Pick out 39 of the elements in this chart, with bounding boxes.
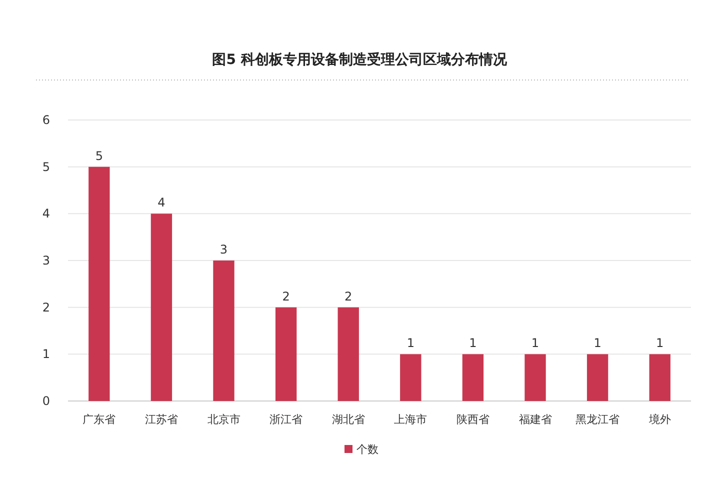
bar <box>88 166 110 401</box>
x-tick-label: 广东省 <box>82 413 116 426</box>
bar <box>338 307 359 401</box>
data-label: 1 <box>594 336 602 350</box>
y-tick-label: 6 <box>42 113 50 127</box>
y-tick-label: 0 <box>42 394 50 408</box>
data-label: 1 <box>656 336 664 350</box>
bar <box>213 260 234 401</box>
x-tick-label: 福建省 <box>518 413 552 426</box>
x-tick-label: 黑龙江省 <box>576 413 620 426</box>
y-tick-label: 1 <box>42 347 50 362</box>
data-label: 4 <box>158 196 166 210</box>
x-tick-label: 上海市 <box>394 413 428 426</box>
x-tick-label: 境外 <box>648 413 671 426</box>
y-tick-label: 2 <box>42 300 50 314</box>
data-label: 2 <box>282 289 290 304</box>
bar <box>586 354 608 401</box>
bar <box>462 354 484 401</box>
x-tick-label: 湖北省 <box>332 413 365 426</box>
x-tick-label: 陕西省 <box>456 413 490 426</box>
bar <box>150 214 172 401</box>
y-tick-label: 4 <box>42 206 50 221</box>
x-tick-label: 浙江省 <box>270 413 303 426</box>
data-label: 1 <box>469 336 477 350</box>
legend-label: 个数 <box>356 443 378 456</box>
bar <box>649 354 670 401</box>
bar <box>400 354 422 401</box>
data-label: 5 <box>95 148 103 163</box>
data-label: 2 <box>344 289 352 304</box>
data-label: 3 <box>220 242 228 256</box>
bar <box>275 307 297 401</box>
x-tick-label: 北京市 <box>207 413 240 426</box>
bar <box>524 354 546 401</box>
data-label: 1 <box>406 336 414 350</box>
chart-title: 图5 科创板专用设备制造受理公司区域分布情况 <box>212 51 508 68</box>
x-tick-label: 江苏省 <box>144 413 178 426</box>
y-tick-label: 5 <box>42 160 50 174</box>
y-tick-label: 3 <box>42 254 50 268</box>
data-label: 1 <box>531 336 540 350</box>
